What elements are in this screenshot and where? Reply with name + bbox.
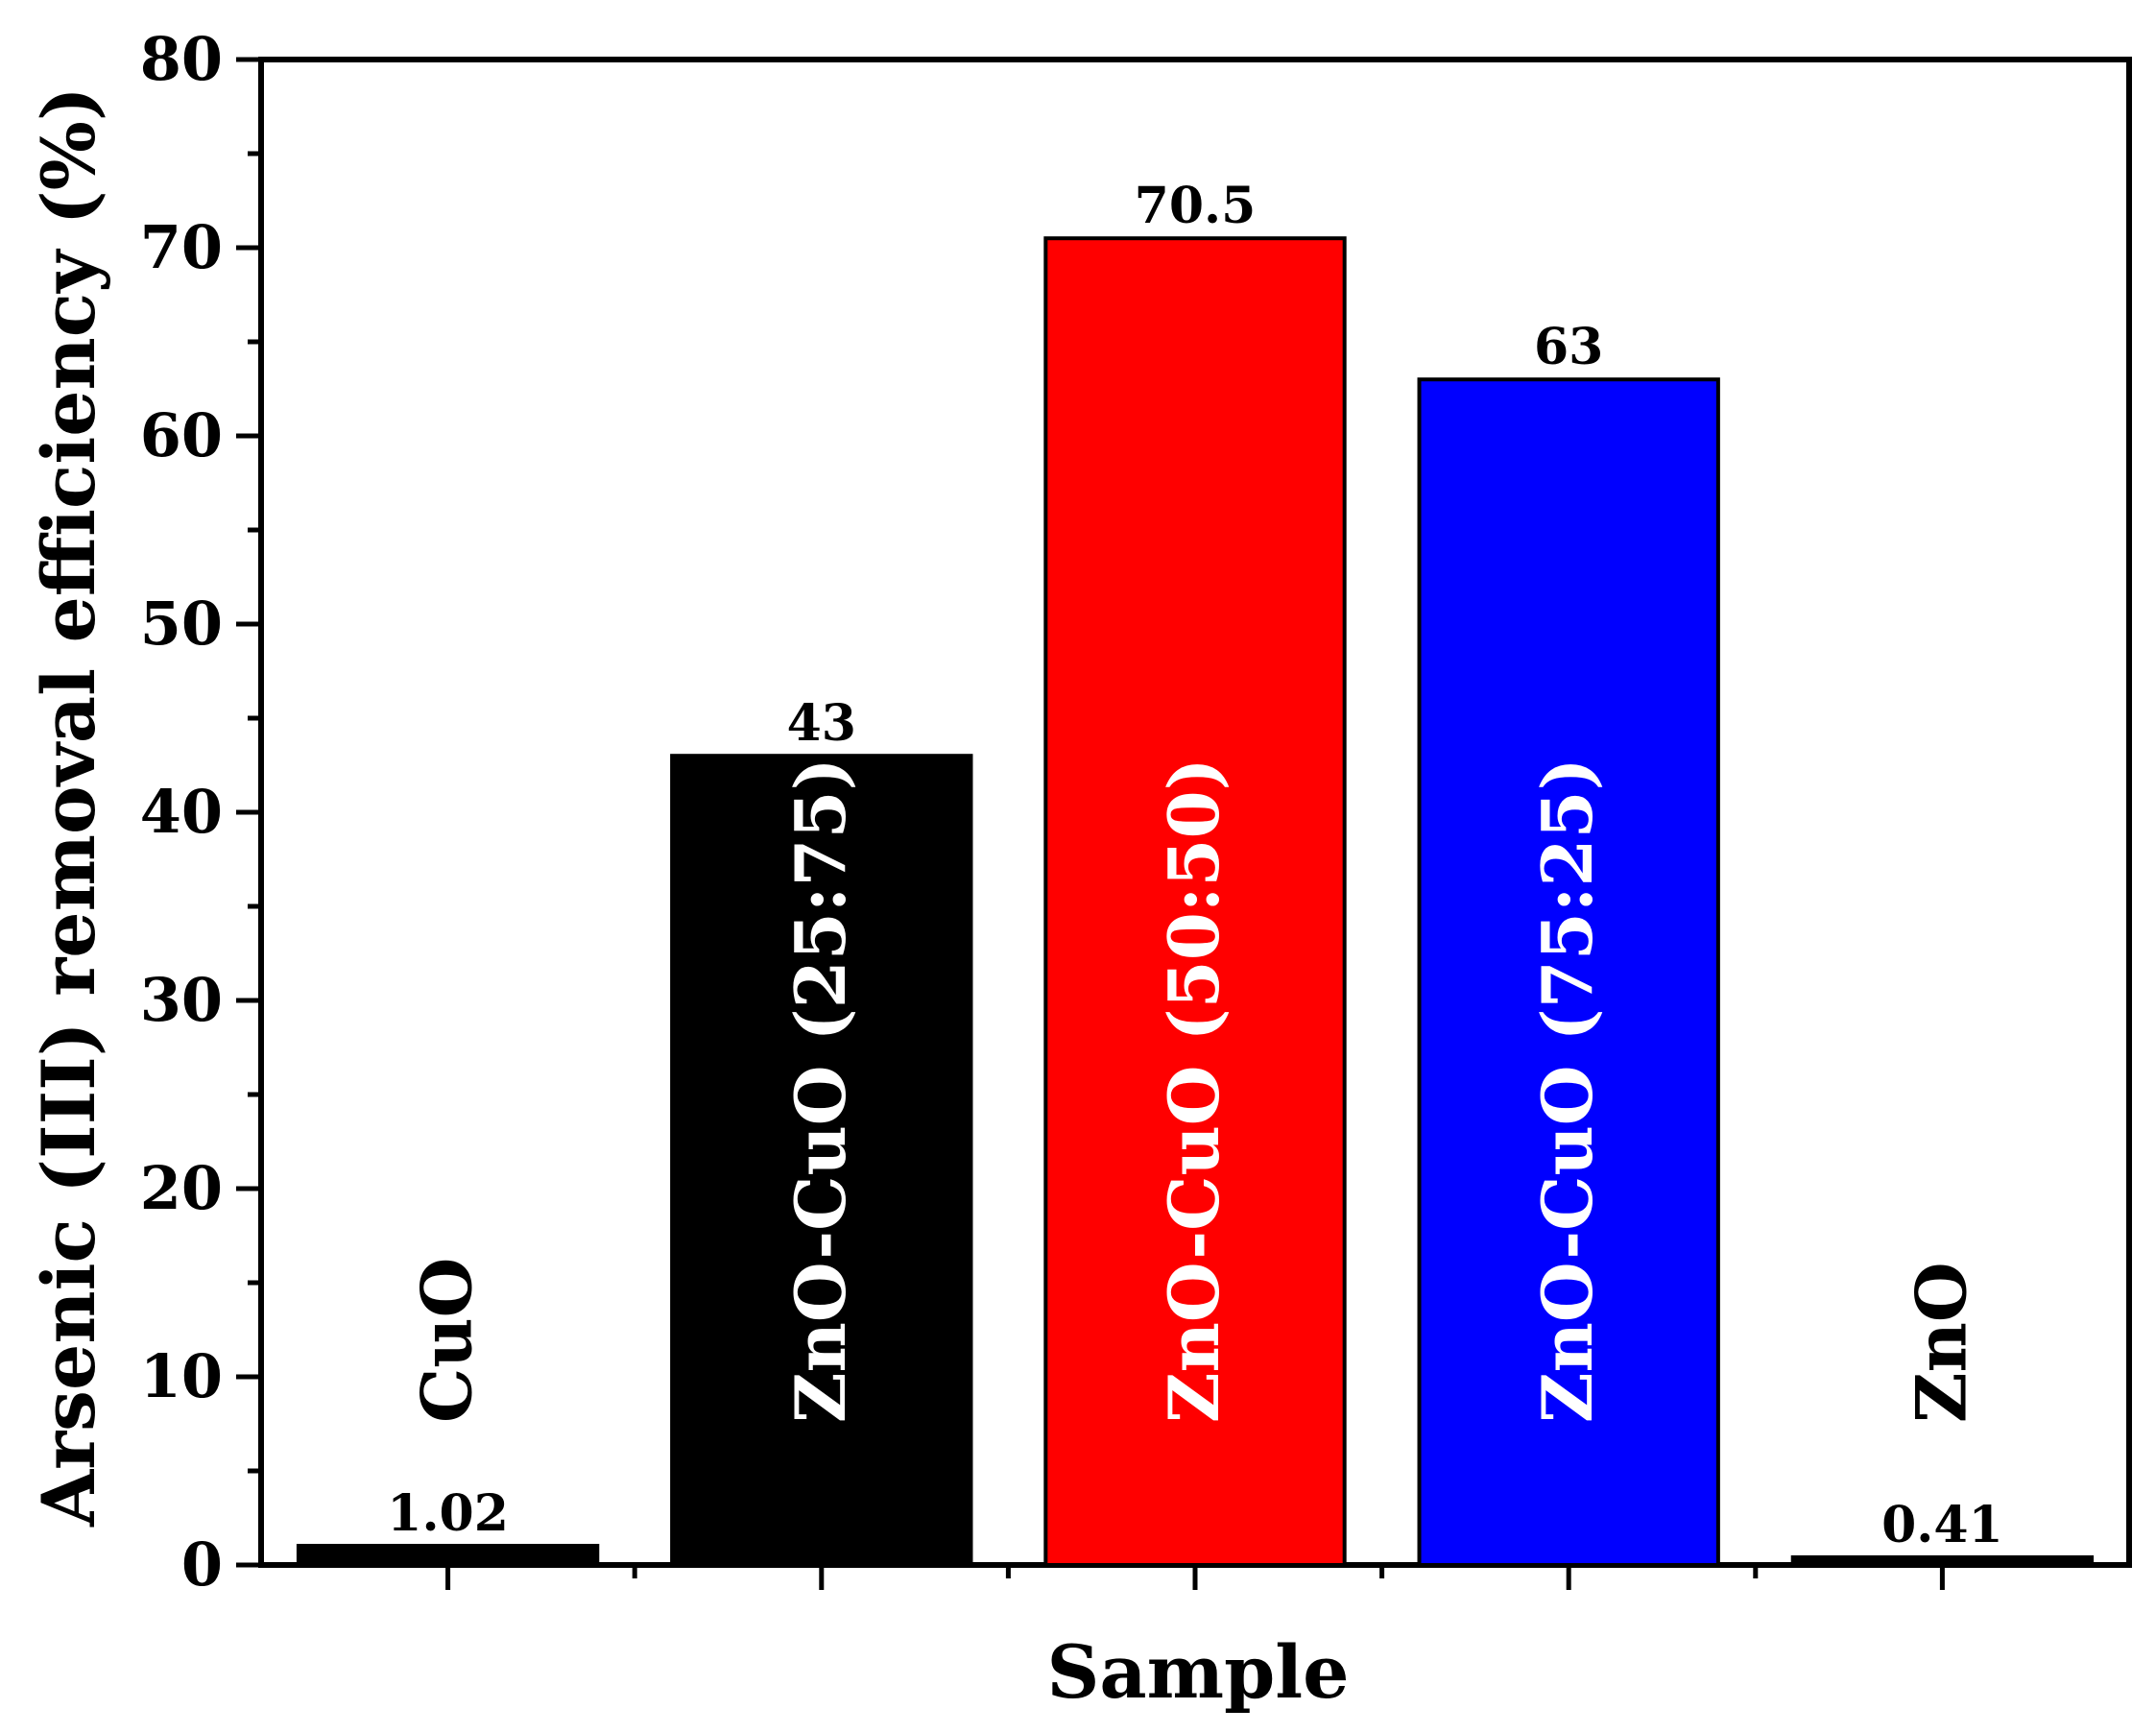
y-tick-label: 40 (140, 777, 223, 847)
bar (1790, 1554, 2095, 1567)
bar (1043, 236, 1347, 1568)
y-tick-label: 70 (140, 212, 223, 282)
category-label: CuO (406, 1258, 488, 1423)
data-label: 70.5 (1135, 177, 1257, 235)
y-tick-label: 30 (140, 965, 223, 1035)
y-tick-label: 10 (140, 1341, 223, 1411)
category-label: ZnO-CuO (25:75) (779, 758, 861, 1423)
data-label: 0.41 (1881, 1496, 2003, 1554)
category-label: ZnO (1900, 1262, 1981, 1423)
bar (1417, 377, 1720, 1568)
y-axis-ticks: 0 10 20 30 40 50 60 70 80 (140, 24, 261, 1600)
bar (296, 1544, 600, 1568)
y-tick-label: 0 (181, 1529, 223, 1600)
y-tick-label: 80 (140, 24, 223, 94)
bars (296, 236, 2095, 1568)
y-axis-title: Arsenic (III) removal efficiency (%) (26, 86, 111, 1528)
category-labels: CuO ZnO-CuO (25:75) ZnO-CuO (50:50) ZnO-CuO… (406, 758, 1982, 1423)
y-tick-label: 50 (140, 589, 223, 659)
bar (670, 754, 973, 1567)
data-label: 63 (1534, 318, 1603, 376)
y-tick-label: 60 (140, 400, 223, 470)
y-tick-label: 20 (140, 1153, 223, 1223)
x-axis-ticks (445, 1565, 1945, 1590)
data-label: 43 (787, 694, 856, 753)
category-label: ZnO-CuO (75:25) (1526, 758, 1608, 1423)
category-label: ZnO-CuO (50:50) (1153, 758, 1234, 1423)
data-labels: 1.02 43 70.5 63 0.41 (387, 177, 2002, 1554)
data-label: 1.02 (387, 1484, 509, 1543)
x-axis-title: Sample (1047, 1629, 1350, 1715)
